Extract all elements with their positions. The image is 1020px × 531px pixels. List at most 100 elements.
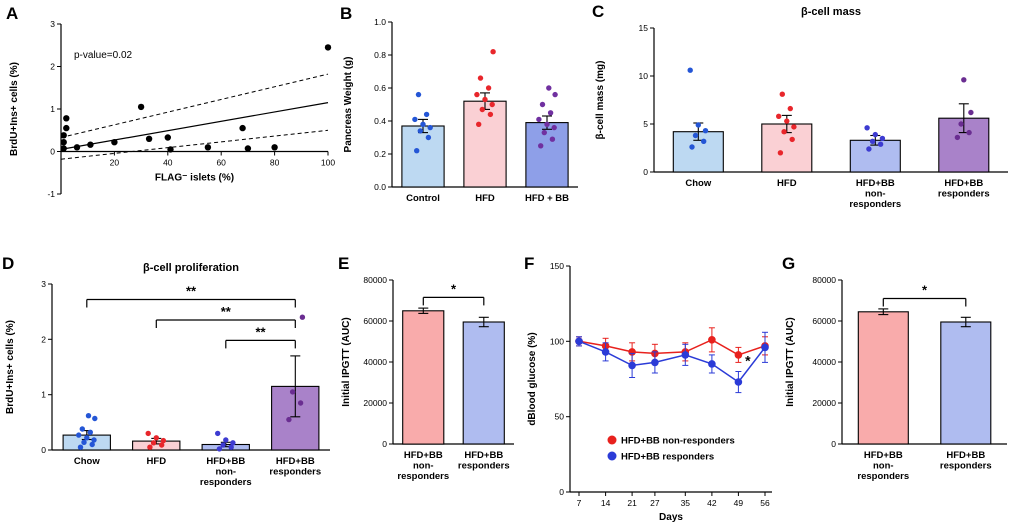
svg-text:HFD+BB: HFD+BB	[864, 450, 903, 461]
svg-text:35: 35	[681, 498, 691, 508]
svg-text:50: 50	[555, 412, 565, 422]
panel-f-label: F	[524, 254, 535, 273]
svg-text:HFD + BB: HFD + BB	[525, 193, 569, 204]
svg-text:Initial IPGTT (AUC): Initial IPGTT (AUC)	[785, 317, 796, 406]
svg-text:responders: responders	[849, 199, 901, 210]
svg-text:0.2: 0.2	[374, 149, 386, 159]
svg-text:dBlood glucose (%): dBlood glucose (%)	[527, 332, 538, 425]
svg-text:2: 2	[50, 62, 55, 72]
svg-text:responders: responders	[200, 477, 252, 488]
svg-text:100: 100	[321, 158, 335, 168]
svg-text:0: 0	[382, 439, 387, 449]
svg-text:HFD+BB: HFD+BB	[946, 450, 985, 461]
svg-text:Pancreas Weight (g): Pancreas Weight (g)	[343, 57, 354, 153]
svg-text:HFD+BB: HFD+BB	[206, 456, 245, 467]
svg-text:HFD+BB: HFD+BB	[856, 178, 895, 189]
svg-text:0.8: 0.8	[374, 50, 386, 60]
svg-text:1: 1	[41, 390, 46, 400]
svg-text:5: 5	[643, 119, 648, 129]
svg-text:27: 27	[650, 498, 660, 508]
svg-text:60: 60	[216, 158, 226, 168]
svg-text:0.4: 0.4	[374, 116, 386, 126]
svg-text:HFD: HFD	[475, 193, 495, 204]
svg-text:Control: Control	[406, 193, 440, 204]
panel-a-label: A	[6, 4, 19, 23]
svg-text:BrdU+Ins+ cells (%): BrdU+Ins+ cells (%)	[5, 320, 16, 414]
panel-c: C 0 5 10 15 β-cell mass β-cell mass (mg) Chow H…	[592, 0, 1016, 252]
svg-text:**: **	[255, 324, 266, 339]
svg-text:49: 49	[734, 498, 744, 508]
svg-text:HFD+BB non-responders: HFD+BB non-responders	[621, 436, 735, 447]
svg-text:40000: 40000	[812, 357, 836, 367]
svg-text:Chow: Chow	[685, 178, 711, 189]
svg-text:15: 15	[639, 23, 649, 33]
svg-text:HFD+BB: HFD+BB	[276, 456, 315, 467]
svg-text:40: 40	[163, 158, 173, 168]
svg-text:0.0: 0.0	[374, 182, 386, 192]
svg-text:0: 0	[41, 445, 46, 455]
svg-text:80000: 80000	[363, 275, 387, 285]
svg-text:responders: responders	[940, 461, 992, 472]
panel-c-bar-chart: 0 5 10 15 β-cell mass β-cell mass (mg) Chow HFD…	[595, 6, 1008, 210]
svg-text:42: 42	[707, 498, 717, 508]
svg-text:HFD+BB: HFD+BB	[404, 450, 443, 461]
svg-text:3: 3	[50, 19, 55, 29]
svg-text:40000: 40000	[363, 357, 387, 367]
svg-text:β-cell mass (mg): β-cell mass (mg)	[595, 61, 606, 140]
svg-text:80000: 80000	[812, 275, 836, 285]
svg-text:20000: 20000	[812, 398, 836, 408]
svg-text:60000: 60000	[363, 316, 387, 326]
panel-g-bar-chart: 0 20000 40000 60000 80000 Initial IPGTT (AUC)…	[785, 275, 1007, 482]
svg-text:HFD+BB: HFD+BB	[464, 450, 503, 461]
svg-text:**: **	[221, 304, 232, 319]
svg-text:150: 150	[550, 261, 564, 271]
svg-text:2: 2	[41, 334, 46, 344]
svg-text:14: 14	[601, 498, 611, 508]
svg-text:1: 1	[50, 104, 55, 114]
svg-text:responders: responders	[397, 471, 449, 482]
svg-text:10: 10	[639, 71, 649, 81]
svg-text:HFD+BB: HFD+BB	[944, 178, 983, 189]
svg-text:Days: Days	[659, 512, 683, 523]
panel-a: A -1 0 1 2 3 BrdU+Ins+ cells (%) 20 40 60 80 100 FL…	[6, 2, 336, 242]
panel-d-label: D	[2, 254, 15, 273]
svg-text:Initial IPGTT (AUC): Initial IPGTT (AUC)	[341, 317, 352, 406]
panel-e: E 0 20000 40000 60000 80000 Initial IPGTT (AU…	[338, 252, 520, 530]
svg-text:responders: responders	[458, 461, 510, 472]
svg-text:non-: non-	[216, 467, 237, 478]
svg-text:non-: non-	[873, 461, 894, 472]
panel-d: D 0 1 2 3 β-cell proliferation BrdU+Ins+ cell…	[2, 252, 336, 530]
svg-text:p-value=0.02: p-value=0.02	[74, 50, 133, 61]
svg-text:21: 21	[627, 498, 637, 508]
svg-text:*: *	[745, 352, 751, 368]
svg-text:0: 0	[559, 487, 564, 497]
svg-text:non-: non-	[865, 189, 886, 200]
svg-text:7: 7	[577, 498, 582, 508]
panel-b: B 0.0 0.2 0.4 0.6 0.8 1.0 Pancreas Weight (g) C…	[340, 2, 588, 242]
panel-f: F 0 50 100 150 dBlood glucose (%) 7 14 21 27 35 42…	[524, 252, 780, 530]
panel-e-bar-chart: 0 20000 40000 60000 80000 Initial IPGTT (AUC)…	[341, 275, 514, 482]
svg-text:FLAG⁻ islets (%): FLAG⁻ islets (%)	[155, 173, 234, 184]
svg-text:0.6: 0.6	[374, 83, 386, 93]
svg-text:-1: -1	[47, 189, 55, 199]
panel-g: G 0 20000 40000 60000 80000 Initial IPGTT (AU…	[782, 252, 1018, 530]
svg-text:β-cell mass: β-cell mass	[801, 6, 861, 18]
panel-d-bar-chart: 0 1 2 3 β-cell proliferation BrdU+Ins+ cells …	[5, 262, 330, 488]
svg-text:100: 100	[550, 336, 564, 346]
panel-e-label: E	[338, 254, 350, 273]
panel-b-label: B	[340, 4, 353, 23]
svg-text:responders: responders	[269, 467, 321, 478]
svg-text:responders: responders	[938, 189, 990, 200]
svg-text:0: 0	[643, 167, 648, 177]
svg-text:HFD: HFD	[147, 456, 167, 467]
svg-text:non-: non-	[413, 461, 434, 472]
panel-c-label: C	[592, 2, 605, 21]
panel-b-bar-chart: 0.0 0.2 0.4 0.6 0.8 1.0 Pancreas Weight (g) Con…	[343, 17, 578, 204]
panel-a-scatter-chart: -1 0 1 2 3 BrdU+Ins+ cells (%) 20 40 60 80 100 FLAG…	[9, 19, 335, 199]
svg-text:*: *	[451, 281, 457, 296]
svg-text:responders: responders	[857, 471, 909, 482]
svg-text:20: 20	[110, 158, 120, 168]
svg-text:3: 3	[41, 279, 46, 289]
panel-g-label: G	[782, 254, 796, 273]
